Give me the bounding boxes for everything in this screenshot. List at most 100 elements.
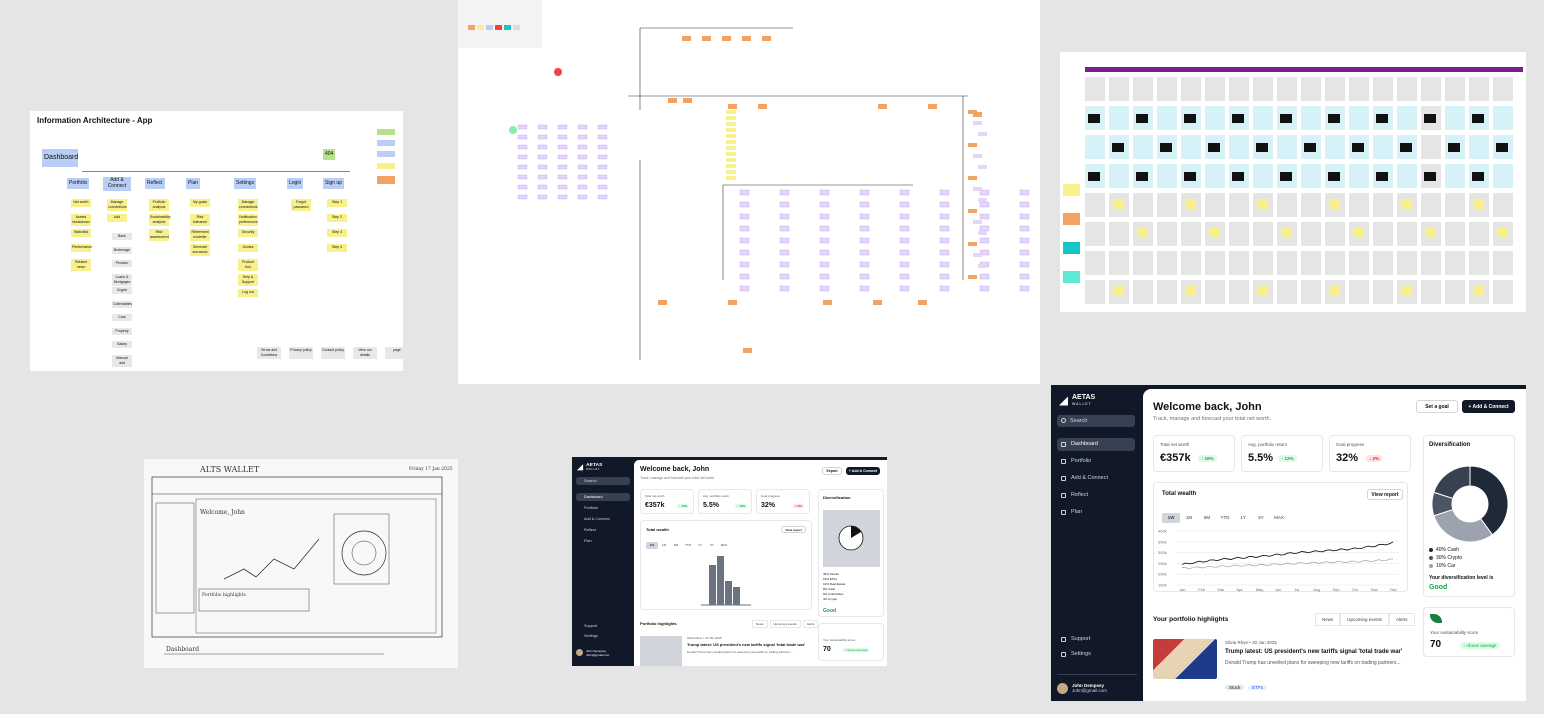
sidebar-item-support[interactable]: Support [1057, 633, 1135, 646]
news-tag[interactable]: ETFs [1248, 685, 1268, 690]
range-1y[interactable]: 1Y [698, 543, 702, 547]
range-1w[interactable]: 1W [646, 542, 658, 549]
ia-node: Manage connections [238, 199, 258, 211]
range-ytd[interactable]: YTD [1220, 515, 1230, 520]
sidebar-item-settings[interactable]: Settings [1057, 648, 1135, 661]
x-tick: Jun [1275, 587, 1281, 592]
kpi-label: Avg. portfolio return [1248, 442, 1288, 447]
highlight-tab-upcoming-events[interactable]: Upcoming events [1340, 613, 1390, 626]
kpi-value: €357k [645, 502, 665, 509]
ia-404: 404 [323, 149, 336, 160]
highlight-tab-alerts[interactable]: Alerts [1389, 613, 1415, 626]
search-icon [1061, 418, 1066, 423]
range-6m[interactable]: 6M [1203, 515, 1211, 520]
sidebar-item-reflect[interactable]: Reflect [584, 528, 596, 532]
reflect-icon [1061, 493, 1066, 498]
highlight-tab-2[interactable]: Alerts [802, 620, 819, 628]
view-report-button[interactable]: View report [781, 526, 806, 533]
donut-slice [1469, 465, 1509, 536]
range-1m[interactable]: 1M [1185, 515, 1193, 520]
sidebar-label: Reflect [1071, 492, 1089, 498]
sidebar-item-support[interactable]: Support [584, 624, 598, 628]
range-5y[interactable]: 5Y [710, 543, 714, 547]
set-goal-button[interactable]: Set a goal [1416, 400, 1458, 413]
ia-node: Performance [71, 244, 92, 252]
brand-logo: AETAS WALLET [1059, 394, 1095, 407]
sidebar-item-portfolio[interactable]: Portfolio [1057, 455, 1135, 468]
x-tick: Apr [1237, 587, 1244, 592]
sidebar-item-add-connect[interactable]: Add & Connect [1057, 472, 1135, 485]
y-tick: 200k [1158, 572, 1167, 577]
x-tick: Mar [1217, 587, 1225, 592]
search-input[interactable]: Search [1057, 415, 1135, 427]
export-button[interactable]: Export [822, 467, 842, 475]
range-ytd[interactable]: YTD [685, 543, 691, 547]
kpi-value: 5.5% [703, 502, 719, 509]
avatar [1057, 683, 1068, 694]
sidebar-item-plan[interactable]: Plan [584, 539, 592, 543]
ia-node: Step 3 [327, 229, 347, 237]
sidebar-item-settings[interactable]: Settings [584, 634, 598, 638]
user-flow-diagram [458, 0, 1030, 360]
donut-slice [1433, 465, 1471, 500]
sketch-date: Friday 17 Jan 2025 [409, 467, 453, 472]
highlight-tab-0[interactable]: News [752, 620, 768, 628]
ia-node: Risk assessment [149, 229, 169, 241]
news-tag[interactable]: Stock [1225, 685, 1245, 690]
kpi-value: 32% [761, 502, 776, 509]
y-tick: 300k [1158, 550, 1167, 555]
ia-section-6: Sign up [323, 178, 344, 189]
ia-node: Manage connections [107, 199, 127, 211]
ia-node: Help & Support [238, 274, 258, 286]
page-subtitle: Track, manage and forecast your total ne… [640, 476, 716, 480]
kpi-label: Goal progress [1336, 442, 1365, 447]
highlight-tab-1[interactable]: Upcoming events [769, 620, 801, 628]
legend-item: 6% Collectibles [823, 592, 844, 596]
sidebar-item-reflect[interactable]: Reflect [1057, 489, 1135, 502]
sidebar-item-dashboard[interactable]: Dashboard [1057, 438, 1135, 451]
sketch-portfolio: Portfolio highlights [202, 593, 246, 598]
sidebar-item-add-connect[interactable]: Add & Connect [584, 517, 610, 521]
user-profile[interactable]: John Dempsey John@gmail.com [1057, 674, 1137, 694]
sidebar-item-portfolio[interactable]: Portfolio [584, 506, 598, 510]
view-report-button[interactable]: View report [1367, 489, 1403, 500]
settings-icon [1061, 652, 1066, 657]
highlight-tab-news[interactable]: News [1315, 613, 1341, 626]
range-1m[interactable]: 1M [661, 543, 667, 547]
total-wealth-card: Total wealth View report 1W 1M 6M YTD 1Y 5Y MA… [1153, 482, 1408, 592]
wealth-line-chart: 400k 350k 300k 250k 200k 150k Jan Feb Mar Apr May J… [1158, 529, 1399, 592]
legend-label: 30% Crypto [1436, 555, 1463, 561]
add-connect-button[interactable]: + Add & Connect [1462, 400, 1515, 413]
legend-label: 10% Car [1436, 563, 1456, 569]
ia-footer-node: Terms and Conditions [257, 347, 281, 359]
user-profile[interactable]: John Dempsey John@gmail.com [576, 649, 609, 657]
range-1y[interactable]: 1Y [1240, 515, 1246, 520]
ia-footer-node: page [385, 347, 409, 359]
sidebar-item-plan[interactable]: Plan [1057, 506, 1135, 519]
donut-slice [1433, 508, 1494, 543]
wealth-title: Total wealth [1162, 491, 1197, 497]
leaf-icon [1430, 614, 1442, 623]
ia-root: Dashboard [42, 149, 78, 167]
page-title: Welcome back, John [1153, 401, 1262, 413]
ia-section-4: Settings [234, 178, 257, 189]
dashboard-mockup-small: AETAS WALLET Search Dashboard Portfolio Add… [572, 457, 887, 666]
range-1w[interactable]: 1W [1162, 513, 1180, 523]
ia-subnode: Crypto [112, 287, 132, 294]
ia-section-5: Login [287, 178, 304, 189]
plan-icon [1061, 510, 1066, 515]
brand-logo: AETAS WALLET [577, 462, 602, 471]
ia-node: Security [238, 229, 258, 237]
sidebar-item-dashboard[interactable]: Dashboard [576, 493, 630, 501]
range-6m[interactable]: 6M [673, 543, 679, 547]
news-title[interactable]: Trump latest: US president's new tariffs… [1225, 649, 1403, 655]
kpi-delta: ↑ 12% [1278, 455, 1297, 462]
ia-subnode: Pension [112, 260, 132, 267]
range-max[interactable]: MAX [1274, 515, 1284, 520]
add-connect-button[interactable]: + Add & Connect [846, 467, 880, 475]
search-input[interactable]: Search [576, 477, 630, 485]
sketch-greeting: Welcome, John [200, 509, 245, 516]
range-max[interactable]: MAX [720, 543, 728, 547]
journey-map-board [1060, 52, 1526, 312]
range-5y[interactable]: 5Y [1258, 515, 1264, 520]
